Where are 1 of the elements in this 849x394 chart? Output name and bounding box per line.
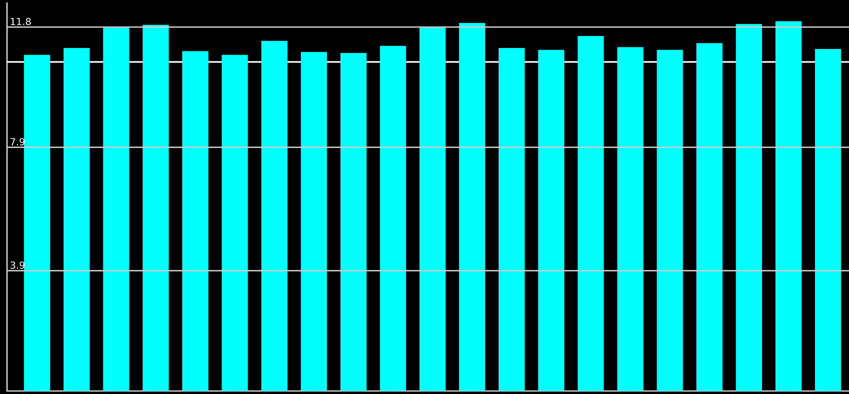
y-tick-label: 11.8	[10, 18, 31, 26]
